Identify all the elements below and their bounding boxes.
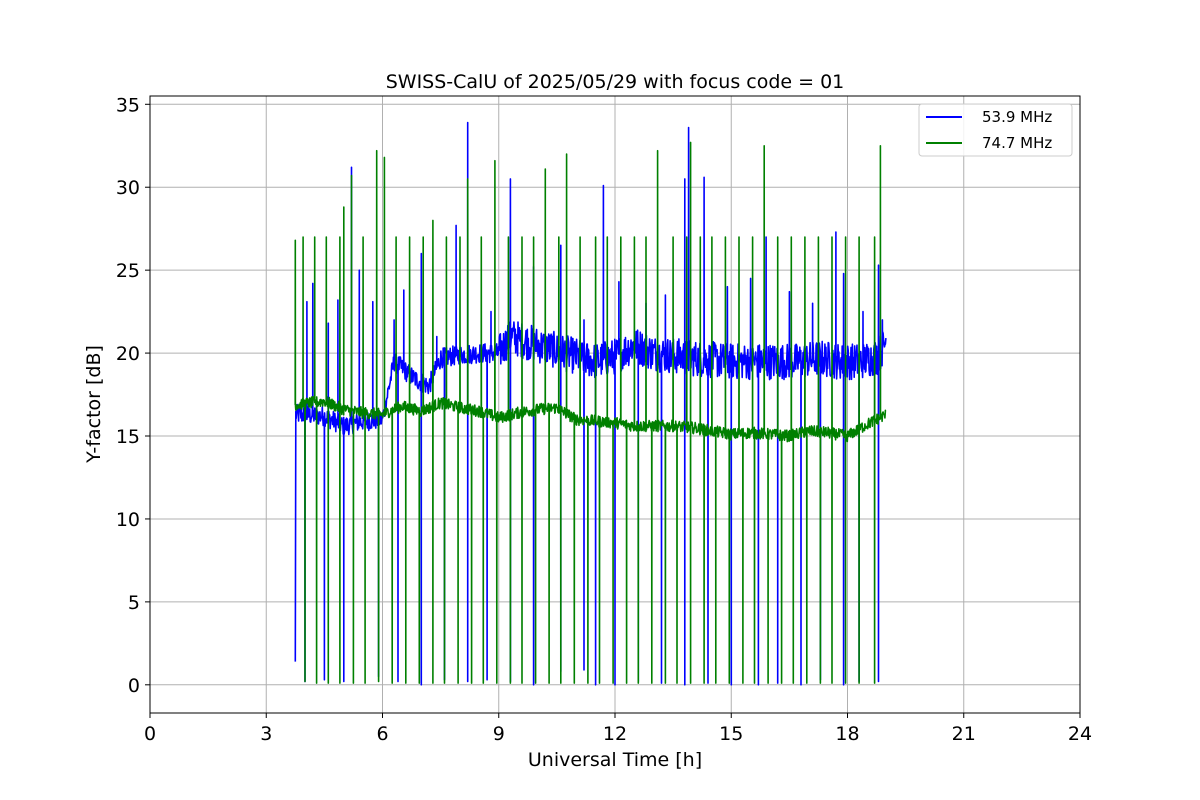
y-tick-label: 0 — [128, 675, 140, 697]
y-tick-label: 20 — [116, 343, 140, 365]
x-tick-label: 21 — [952, 723, 976, 745]
y-tick-label: 25 — [116, 260, 140, 282]
x-axis-label: Universal Time [h] — [528, 749, 702, 771]
x-tick-label: 3 — [260, 723, 272, 745]
x-axis: 0 3 6 9 12 15 18 21 24 — [144, 713, 1092, 745]
y-tick-label: 35 — [116, 94, 140, 116]
x-tick-label: 9 — [493, 723, 505, 745]
x-tick-label: 12 — [603, 723, 627, 745]
x-tick-label: 0 — [144, 723, 156, 745]
series-line-74-7-mhz — [294, 141, 887, 684]
legend: 53.9 MHz 74.7 MHz — [918, 103, 1073, 157]
y-tick-label: 15 — [116, 426, 140, 448]
legend-label-74-7-mhz: 74.7 MHz — [982, 134, 1052, 152]
x-tick-label: 15 — [719, 723, 743, 745]
y-tick-label: 5 — [128, 592, 140, 614]
plot-series — [294, 121, 887, 686]
y-tick-label: 30 — [116, 177, 140, 199]
legend-label-53-9-mhz: 53.9 MHz — [982, 108, 1052, 126]
x-tick-label: 6 — [376, 723, 388, 745]
x-tick-label: 24 — [1068, 723, 1092, 745]
series-line-53-9-mhz — [294, 121, 887, 686]
chart-title: SWISS-CalU of 2025/05/29 with focus code… — [386, 71, 845, 93]
x-tick-label: 18 — [835, 723, 859, 745]
y-axis-label: Y-factor [dB] — [83, 345, 105, 464]
y-tick-label: 10 — [116, 509, 140, 531]
y-axis: 0 5 10 15 20 25 30 35 — [116, 94, 150, 697]
